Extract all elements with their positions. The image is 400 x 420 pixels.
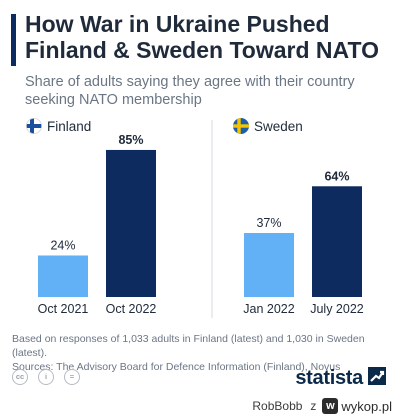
finland-label-text: Finland [47,118,92,134]
title-accent-bar [11,14,16,66]
bar-finland-0 [38,255,88,297]
by-icon: i [38,369,54,385]
watermark: RobBobb z w wykop.pl [252,398,392,414]
statista-logo: statista [295,367,386,390]
statista-wordmark: statista [295,367,363,389]
bar-sweden-1 [312,186,362,297]
bar-chart: 24% Oct 2021 85% Oct 2022 37% Jan 2022 64% July… [38,120,364,318]
chart-subtitle: Share of adults saying they agree with t… [25,74,355,108]
sweden-label-text: Sweden [254,118,303,134]
chart-title: How War in Ukraine Pushed Finland & Swed… [25,11,379,63]
sweden-flag-icon [233,118,249,134]
watermark-suffix: z [310,399,317,413]
footer: cc i = statista [12,367,392,391]
bar-finland-1 [106,149,156,297]
value-label-sweden-0: 37% [256,216,281,230]
bar-sweden-0 [244,232,294,297]
finland-flag-icon [26,118,42,134]
x-tick-sweden-1: July 2022 [310,302,364,316]
footnote: Based on responses of 1,033 adults in Fi… [12,332,397,374]
x-tick-finland-1: Oct 2022 [106,302,157,316]
sweden-label: Sweden [233,118,303,134]
nd-icon: = [64,369,80,385]
x-tick-sweden-0: Jan 2022 [243,302,294,316]
footnote-line-2: Sources: The Advisory Board for Defence … [12,361,341,373]
finland-label: Finland [26,118,91,134]
footnote-line-1: Based on responses of 1,033 adults in Fi… [12,333,365,359]
watermark-site: wykop.pl [341,398,392,414]
wykop-logo-icon: w [322,398,339,414]
statista-mark-icon [368,367,386,390]
value-label-sweden-1: 64% [324,169,349,183]
x-tick-finland-0: Oct 2021 [38,302,89,316]
cc-icon: cc [12,369,28,385]
value-label-finland-0: 24% [50,238,75,252]
watermark-user: RobBobb [252,399,303,413]
value-label-finland-1: 85% [118,133,143,147]
